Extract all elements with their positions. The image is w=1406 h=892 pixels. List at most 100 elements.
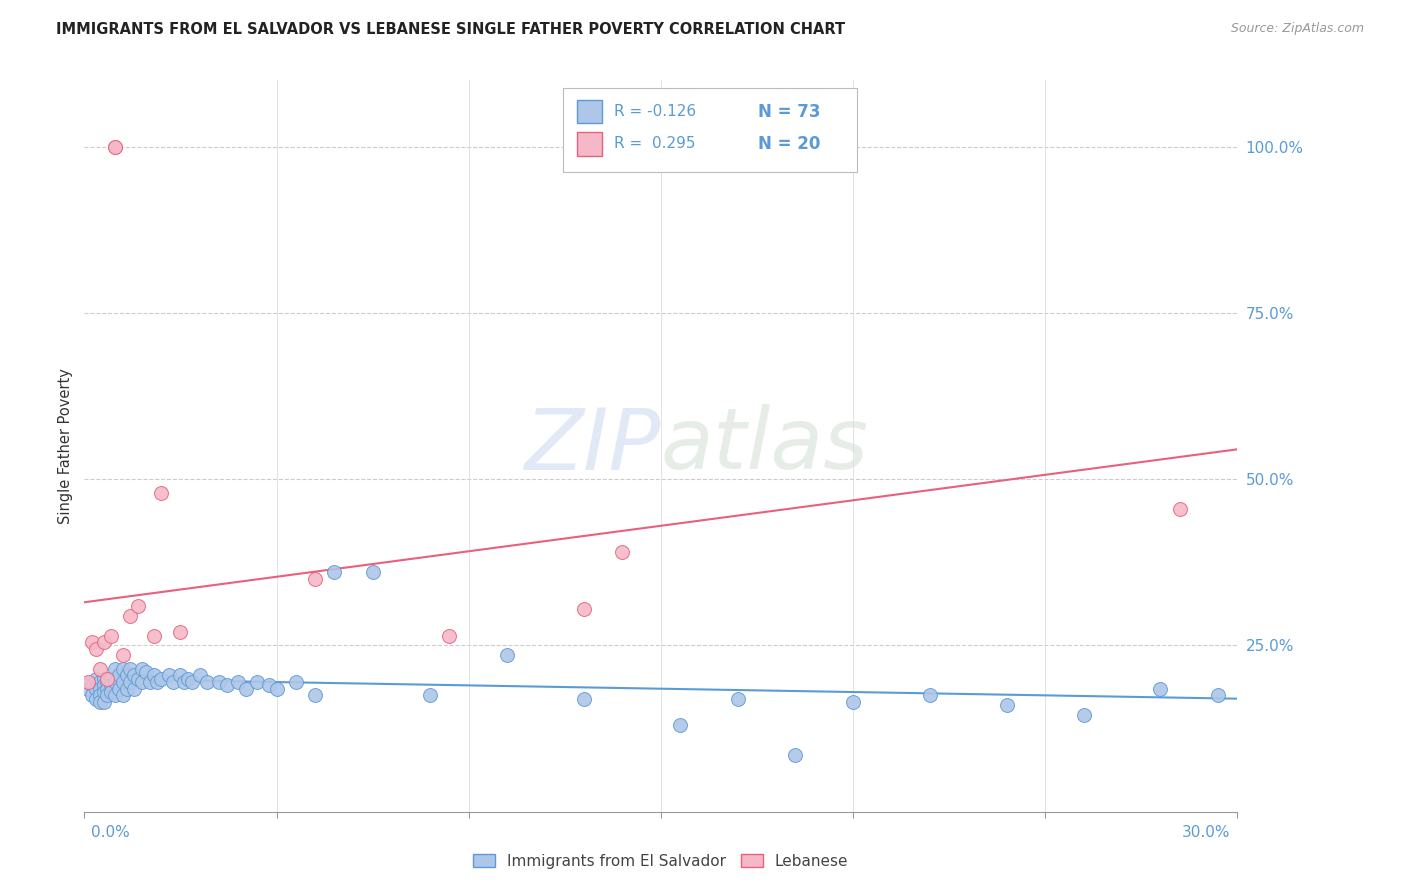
Point (104, 662, 127, 676)
Point (1149, 681, 1171, 696)
Point (304, 572, 326, 586)
Point (215, 678, 238, 692)
Point (89, 695, 111, 709)
FancyBboxPatch shape (576, 100, 602, 123)
Point (111, 648, 134, 663)
Point (142, 668, 165, 682)
FancyBboxPatch shape (562, 87, 856, 171)
Point (100, 685, 122, 699)
Point (246, 675, 269, 690)
Point (1168, 502, 1191, 516)
Point (96, 675, 118, 690)
Point (89, 689, 111, 703)
Point (304, 689, 326, 703)
Text: R =  0.295: R = 0.295 (613, 136, 695, 152)
Point (104, 675, 127, 690)
Point (918, 689, 941, 703)
Point (89, 675, 111, 690)
Point (104, 140, 127, 154)
Text: ZIP: ZIP (524, 404, 661, 488)
Point (439, 628, 461, 642)
Point (96, 689, 118, 703)
Point (111, 675, 134, 690)
Point (84, 691, 107, 706)
Point (157, 668, 180, 682)
Point (115, 668, 138, 682)
Point (226, 675, 249, 690)
Point (162, 675, 184, 690)
Point (142, 628, 165, 642)
Point (77, 681, 100, 696)
Point (727, 691, 749, 706)
Point (138, 675, 160, 690)
Point (1206, 689, 1229, 703)
Point (93, 685, 115, 699)
Point (127, 599, 149, 613)
Point (173, 675, 195, 690)
Text: R = -0.126: R = -0.126 (613, 104, 696, 120)
Point (80, 689, 103, 703)
Point (93, 695, 115, 709)
Point (195, 675, 218, 690)
Point (89, 681, 111, 696)
Point (842, 695, 865, 709)
Point (84, 672, 107, 686)
Point (169, 668, 191, 682)
Text: N = 20: N = 20 (758, 135, 820, 153)
Point (84, 681, 107, 696)
Point (612, 545, 634, 559)
Y-axis label: Single Father Poverty: Single Father Poverty (58, 368, 73, 524)
Point (127, 672, 149, 686)
Point (208, 675, 231, 690)
Point (124, 668, 146, 682)
Point (100, 628, 122, 642)
Point (188, 668, 211, 682)
Point (785, 748, 807, 763)
Point (131, 675, 153, 690)
Point (84, 641, 107, 656)
Point (572, 602, 595, 616)
FancyBboxPatch shape (576, 132, 602, 155)
Point (284, 675, 307, 690)
Point (89, 662, 111, 676)
Point (104, 140, 127, 154)
Point (93, 672, 115, 686)
Point (669, 718, 692, 732)
Point (995, 698, 1018, 713)
Point (419, 689, 441, 703)
Text: 0.0%: 0.0% (91, 825, 131, 840)
Point (93, 635, 115, 649)
Point (572, 691, 595, 706)
Point (120, 608, 142, 623)
Point (181, 675, 204, 690)
Point (266, 681, 288, 696)
Point (93, 678, 115, 692)
Point (96, 681, 118, 696)
Text: N = 73: N = 73 (758, 103, 820, 120)
Point (108, 668, 131, 682)
Point (496, 648, 519, 663)
Point (257, 678, 280, 692)
Point (104, 689, 127, 703)
Point (1073, 708, 1095, 723)
Point (100, 678, 122, 692)
Point (96, 672, 118, 686)
Point (135, 665, 157, 679)
Point (361, 566, 384, 580)
Point (77, 675, 100, 690)
Point (235, 681, 257, 696)
Point (150, 672, 173, 686)
Text: Source: ZipAtlas.com: Source: ZipAtlas.com (1230, 22, 1364, 36)
Text: atlas: atlas (661, 404, 869, 488)
Point (146, 675, 169, 690)
Point (150, 485, 173, 500)
Point (169, 625, 191, 640)
Point (111, 689, 134, 703)
Point (111, 662, 134, 676)
Point (120, 662, 142, 676)
Point (115, 681, 138, 696)
Point (100, 672, 122, 686)
Text: IMMIGRANTS FROM EL SALVADOR VS LEBANESE SINGLE FATHER POVERTY CORRELATION CHART: IMMIGRANTS FROM EL SALVADOR VS LEBANESE … (56, 22, 845, 37)
Point (80, 635, 103, 649)
Point (131, 662, 153, 676)
